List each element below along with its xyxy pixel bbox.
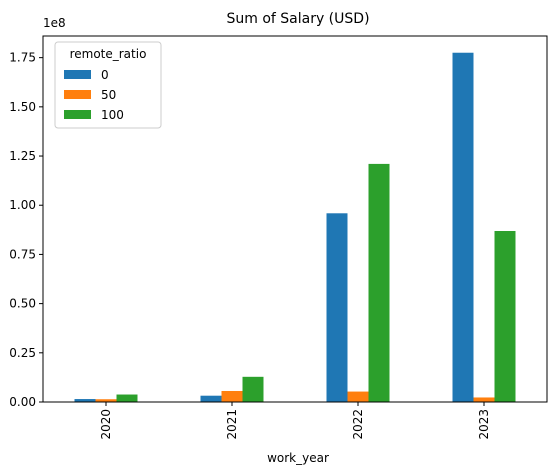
x-axis-label: work_year [267, 451, 329, 465]
bar-0-2022 [326, 213, 348, 402]
bar-50-2020 [95, 399, 117, 402]
x-axis-ticks: 2020 2021 2022 2023 [99, 402, 491, 440]
bars-group [74, 52, 516, 403]
y-tick-label: 0.25 [9, 346, 36, 360]
bar-100-2022 [368, 163, 390, 402]
legend: remote_ratio 0 50 100 [54, 41, 162, 129]
x-tick-label: 2020 [99, 409, 113, 440]
legend-label-0: 0 [101, 68, 109, 82]
y-tick-label: 0.50 [9, 297, 36, 311]
legend-swatch-100 [64, 110, 91, 119]
legend-label-50: 50 [101, 88, 116, 102]
y-tick-label: 0.00 [9, 395, 36, 409]
chart-title: Sum of Salary (USD) [226, 11, 369, 27]
bar-0-2023 [452, 52, 474, 403]
legend-box [54, 41, 162, 129]
legend-swatch-50 [64, 90, 91, 99]
bar-0-2021 [200, 395, 222, 402]
bar-100-2020 [116, 394, 138, 402]
y-axis-ticks: 0.00 0.25 0.50 0.75 1.00 1.25 1.50 1.75 [9, 51, 43, 409]
y-axis-offset-label: 1e8 [43, 16, 66, 30]
y-tick-label: 1.00 [9, 198, 36, 212]
y-tick-label: 1.75 [9, 51, 36, 65]
x-tick-label: 2022 [351, 409, 365, 440]
bar-100-2023 [494, 231, 516, 402]
plot-frame [42, 35, 548, 403]
y-tick-label: 1.25 [9, 149, 36, 163]
bar-50-2023 [473, 397, 495, 402]
y-tick-label: 1.50 [9, 100, 36, 114]
legend-title: remote_ratio [70, 47, 147, 61]
y-tick-label: 0.75 [9, 247, 36, 261]
bar-50-2022 [347, 391, 369, 402]
legend-items: 0 50 100 [64, 68, 124, 122]
legend-swatch-0 [64, 70, 91, 79]
legend-label-100: 100 [101, 108, 124, 122]
x-tick-label: 2023 [477, 409, 491, 440]
bar-100-2021 [242, 376, 264, 402]
bar-50-2021 [221, 390, 243, 402]
x-tick-label: 2021 [225, 409, 239, 440]
bar-0-2020 [74, 399, 96, 402]
